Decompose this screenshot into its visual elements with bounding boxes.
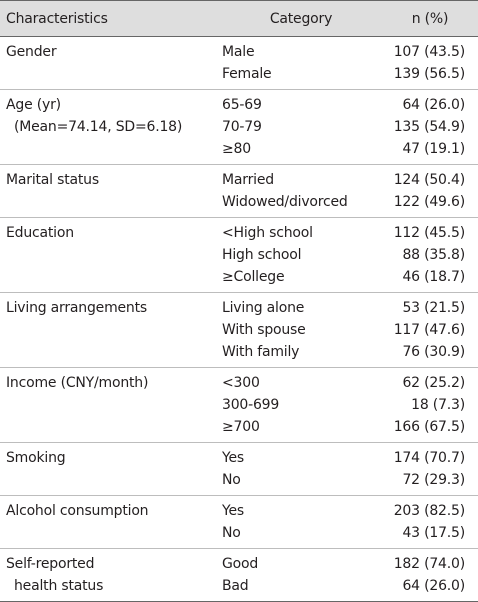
table-row: No 43 (17.5) — [0, 522, 478, 549]
count-percent-cell: 53 (21.5) — [402, 300, 465, 316]
category-cell: With spouse — [222, 322, 306, 338]
table-row: With family 76 (30.9) — [0, 341, 478, 368]
characteristic-name: Income (CNY/month) — [6, 375, 149, 391]
count-percent-cell: 203 (82.5) — [393, 503, 465, 519]
count-percent-cell: 47 (19.1) — [388, 138, 478, 165]
characteristic-empty-cell — [0, 266, 214, 293]
table-row: Female 139 (56.5) — [0, 63, 478, 90]
count-percent-cell: 46 (18.7) — [388, 266, 478, 293]
table-row: 300-699 18 (7.3) — [0, 394, 478, 416]
count-percent-cell: 166 (67.5) — [388, 416, 478, 443]
category-cell: No — [214, 522, 388, 549]
count-percent-cell: 18 (7.3) — [411, 397, 465, 413]
table-row: ≥80 47 (19.1) — [0, 138, 478, 165]
category-cell: Married — [222, 172, 274, 188]
category-cell: ≥700 — [214, 416, 388, 443]
characteristic-subname: health status — [0, 575, 214, 602]
table-row: ≥700 166 (67.5) — [0, 416, 478, 443]
count-percent-cell: 174 (70.7) — [393, 450, 465, 466]
table-row: Living arrangements Living alone 53 (21.5) — [0, 293, 478, 320]
table-row: Smoking Yes 174 (70.7) — [0, 443, 478, 470]
count-percent-cell: 124 (50.4) — [393, 172, 465, 188]
category-cell: Female — [214, 63, 388, 90]
characteristic-name: Age (yr) — [6, 97, 61, 113]
table-row: Income (CNY/month) <300 62 (25.2) — [0, 368, 478, 395]
count-percent-cell: 88 (35.8) — [402, 247, 465, 263]
characteristic-name: Self-reported — [6, 556, 95, 572]
table-row: With spouse 117 (47.6) — [0, 319, 478, 341]
header-n-percent: n (%) — [388, 0, 478, 37]
category-cell: Bad — [214, 575, 388, 602]
characteristic-name: Smoking — [6, 450, 66, 466]
header-characteristics: Characteristics — [0, 0, 214, 37]
count-percent-cell: 72 (29.3) — [388, 469, 478, 496]
table-row: Self-reported Good 182 (74.0) — [0, 549, 478, 576]
header-row: Characteristics Category n (%) — [0, 0, 478, 37]
category-cell: Yes — [222, 503, 244, 519]
table-row: Gender Male 107 (43.5) — [0, 37, 478, 64]
characteristic-empty-cell — [0, 319, 214, 341]
count-percent-cell: 62 (25.2) — [402, 375, 465, 391]
characteristic-name: Gender — [6, 44, 57, 60]
table-row: (Mean=74.14, SD=6.18) 70-79 135 (54.9) — [0, 116, 478, 138]
table-row: High school 88 (35.8) — [0, 244, 478, 266]
table-row: Widowed/divorced 122 (49.6) — [0, 191, 478, 218]
characteristic-empty-cell — [0, 63, 214, 90]
characteristic-empty-cell — [0, 191, 214, 218]
category-cell: <300 — [222, 375, 260, 391]
category-cell: ≥College — [214, 266, 388, 293]
table-row: ≥College 46 (18.7) — [0, 266, 478, 293]
characteristic-name: Education — [6, 225, 74, 241]
count-percent-cell: 135 (54.9) — [393, 119, 465, 135]
category-cell: Living alone — [222, 300, 305, 316]
table-header: Characteristics Category n (%) — [0, 0, 478, 37]
characteristic-name: Alcohol consumption — [6, 503, 149, 519]
table-row: Marital status Married 124 (50.4) — [0, 165, 478, 192]
characteristic-empty-cell — [0, 244, 214, 266]
characteristic-name: Marital status — [6, 172, 99, 188]
count-percent-cell: 139 (56.5) — [388, 63, 478, 90]
characteristic-empty-cell — [0, 138, 214, 165]
count-percent-cell: 112 (45.5) — [393, 225, 465, 241]
category-cell: <High school — [222, 225, 313, 241]
characteristic-empty-cell — [0, 469, 214, 496]
count-percent-cell: 122 (49.6) — [388, 191, 478, 218]
count-percent-cell: 182 (74.0) — [393, 556, 465, 572]
category-cell: Widowed/divorced — [214, 191, 388, 218]
category-cell: High school — [222, 247, 302, 263]
table-row: No 72 (29.3) — [0, 469, 478, 496]
category-cell: ≥80 — [214, 138, 388, 165]
characteristic-name: Living arrangements — [6, 300, 147, 316]
category-cell: 65-69 — [222, 97, 262, 113]
table-row: Alcohol consumption Yes 203 (82.5) — [0, 496, 478, 523]
category-cell: Male — [222, 44, 255, 60]
table-row: Age (yr) 65-69 64 (26.0) — [0, 90, 478, 117]
characteristic-empty-cell — [0, 341, 214, 368]
category-cell: Good — [222, 556, 259, 572]
category-cell: No — [214, 469, 388, 496]
category-cell: With family — [214, 341, 388, 368]
category-cell: Yes — [222, 450, 244, 466]
category-cell: 70-79 — [222, 119, 262, 135]
count-percent-cell: 43 (17.5) — [388, 522, 478, 549]
category-cell: 300-699 — [222, 397, 280, 413]
count-percent-cell: 117 (47.6) — [393, 322, 465, 338]
header-category: Category — [214, 0, 388, 37]
characteristic-subname: (Mean=74.14, SD=6.18) — [14, 119, 183, 135]
characteristic-empty-cell — [0, 522, 214, 549]
table-row: Education <High school 112 (45.5) — [0, 218, 478, 245]
table-row: health status Bad 64 (26.0) — [0, 575, 478, 602]
count-percent-cell: 76 (30.9) — [388, 341, 478, 368]
characteristic-empty-cell — [0, 394, 214, 416]
count-percent-cell: 64 (26.0) — [402, 97, 465, 113]
count-percent-cell: 64 (26.0) — [388, 575, 478, 602]
table-body: Gender Male 107 (43.5) Female 139 (56.5) Age … — [0, 37, 478, 602]
characteristic-empty-cell — [0, 416, 214, 443]
count-percent-cell: 107 (43.5) — [393, 44, 465, 60]
